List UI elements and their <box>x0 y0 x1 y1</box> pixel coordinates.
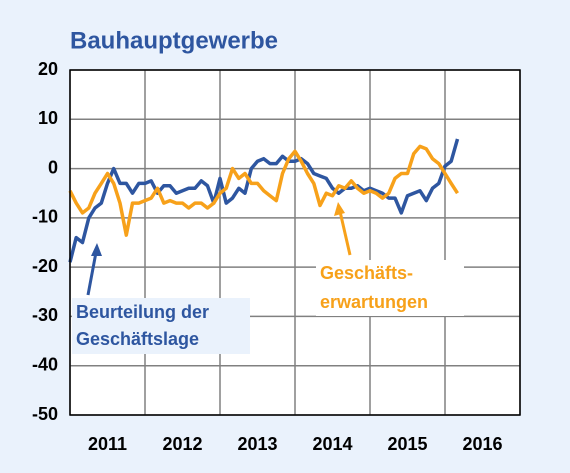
y-tick-label: -30 <box>32 305 58 325</box>
arrow-head <box>91 243 102 256</box>
label-background <box>72 298 250 354</box>
plot-border <box>69 69 521 416</box>
series-line <box>68 144 459 237</box>
annotation: Beurteilung der <box>76 302 209 322</box>
y-tick-label: 20 <box>38 59 58 79</box>
x-tick-label: 2011 <box>88 434 127 454</box>
annotation: Geschäftslage <box>76 329 199 349</box>
annotation: Geschäfts- <box>320 263 413 283</box>
y-tick-label: 10 <box>38 108 58 128</box>
y-tick-label: 0 <box>48 157 58 177</box>
arrow-head <box>334 202 345 216</box>
x-tick-label: 2012 <box>162 434 202 454</box>
annotation: erwartungen <box>320 292 428 312</box>
series-line <box>68 138 460 263</box>
y-tick-label: -10 <box>32 207 58 227</box>
x-tick-label: 2016 <box>462 434 502 454</box>
x-tick-label: 2015 <box>387 434 427 454</box>
label-background <box>316 260 464 316</box>
x-tick-label: 2013 <box>237 434 277 454</box>
chart-title: Bauhauptgewerbe <box>70 27 278 54</box>
x-tick-label: 2014 <box>312 434 352 454</box>
y-tick-label: -50 <box>32 404 58 424</box>
annotation-arrow <box>337 206 352 256</box>
y-tick-label: -20 <box>32 256 58 276</box>
y-tick-label: -40 <box>32 354 58 374</box>
